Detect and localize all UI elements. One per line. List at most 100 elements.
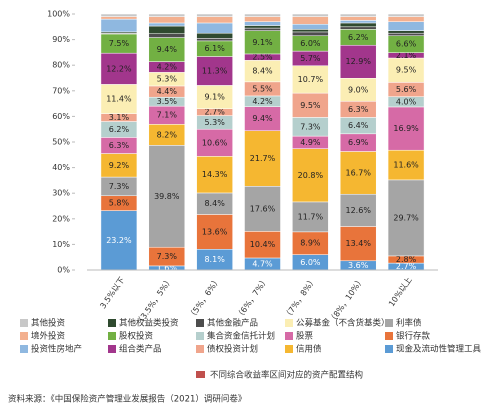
y-tick-label: 100%: [47, 10, 70, 19]
value-label: 11.4%: [106, 94, 132, 103]
legend-label: 组合类产品: [119, 344, 162, 355]
x-tick-label: 3.5%以下: [98, 275, 126, 310]
y-tick-label: 30%: [52, 189, 70, 198]
legend-swatch: [196, 332, 204, 340]
y-tick-label: 90%: [52, 35, 70, 44]
bar-segment: [339, 26, 377, 30]
value-label: 9.1%: [204, 93, 225, 102]
value-label: 8.2%: [157, 130, 178, 139]
bar-segment: [100, 210, 138, 271]
value-label: 3.5%: [157, 97, 178, 106]
bar-segment: [244, 16, 281, 22]
legend-label: 集合资金信托计划: [207, 331, 275, 342]
legend-label: 其他权益类投资: [119, 318, 179, 329]
value-label: 21.7%: [250, 154, 276, 163]
legend-swatch: [385, 332, 393, 340]
bar-segment: [100, 16, 138, 20]
value-label: 13.4%: [346, 239, 372, 248]
value-label: 10.7%: [298, 75, 324, 84]
value-label: 8.4%: [204, 199, 225, 208]
bar-segment: [292, 16, 329, 25]
bar-segment: [148, 33, 186, 38]
bar-segment: [148, 25, 186, 34]
value-label: 12.6%: [346, 206, 372, 215]
value-label: 8.4%: [252, 67, 273, 76]
value-label: 2.8%: [396, 255, 417, 264]
y-tick-label: 40%: [52, 163, 70, 172]
value-label: 20.8%: [298, 171, 324, 180]
bar-segment: [100, 52, 138, 85]
value-label: 6.6%: [396, 40, 417, 49]
legend-label: 利率债: [396, 318, 422, 329]
bar-segment: [244, 27, 281, 31]
value-label: 5.8%: [109, 199, 130, 208]
bar-segment: [387, 106, 425, 151]
bar-segment: [292, 148, 329, 203]
value-label: 2.5%: [252, 53, 273, 62]
value-label: 4.0%: [396, 97, 417, 106]
bar-segment: [339, 20, 377, 24]
legend-label: 现金及流动性管理工具: [396, 344, 482, 355]
legend-label: 银行存款: [396, 331, 431, 342]
x-tick-label: （6%，7%）: [234, 275, 270, 321]
bar-segment: [292, 13, 329, 17]
x-tick-label: （5%，6%）: [187, 275, 223, 321]
value-label: 11.6%: [393, 161, 419, 170]
bar-segment: [148, 13, 186, 17]
bar-segment: [148, 37, 186, 62]
value-label: 39.8%: [154, 192, 180, 201]
value-label: 9.2%: [109, 161, 130, 170]
legend-swatch: [108, 319, 116, 327]
y-tick-label: 70%: [52, 86, 70, 95]
value-label: 4.7%: [252, 259, 273, 268]
value-label: 2.1%: [396, 51, 417, 60]
value-label: 16.7%: [346, 168, 372, 177]
bar-segment: [196, 32, 233, 39]
bar-segment: [196, 56, 233, 86]
legend-label: 股票: [296, 332, 314, 342]
bar-segment: [100, 18, 138, 33]
value-label: 5.7%: [300, 54, 321, 63]
legend-swatch: [196, 319, 204, 327]
legend-label: 信用债: [296, 344, 322, 355]
bar-segment: [196, 38, 233, 42]
bar-segment: [244, 186, 281, 232]
value-label: 6.0%: [300, 258, 321, 267]
value-label: 6.9%: [348, 138, 369, 147]
legend-swatch: [108, 332, 116, 340]
legend-label: 其他投资: [31, 318, 66, 329]
legend-swatch: [196, 345, 204, 353]
bar-segment: [339, 226, 377, 262]
legend-label: 股权投资: [119, 331, 154, 342]
legend-label: 投资性房地产: [31, 344, 82, 355]
value-label: 7.3%: [109, 182, 130, 191]
bar-segment: [292, 201, 329, 233]
bar-segment: [292, 31, 329, 37]
legend-label: 债权投资计划: [207, 344, 258, 355]
value-label: 3.1%: [109, 113, 130, 122]
value-label: 10.6%: [202, 138, 228, 147]
legend-swatch: [108, 345, 116, 353]
legend-swatch: [20, 319, 28, 327]
value-label: 9.1%: [252, 38, 273, 47]
value-label: 6.3%: [109, 141, 130, 150]
value-label: 5.6%: [396, 85, 417, 94]
bar-segment: [148, 22, 186, 27]
caption-marker: [196, 371, 205, 378]
x-tick-label: （7%，8%）: [282, 275, 318, 321]
value-label: 4.4%: [157, 87, 178, 96]
y-tick-label: 50%: [52, 138, 70, 147]
bar-segment: [244, 231, 281, 259]
value-label: 10.4%: [250, 240, 276, 249]
value-label: 4.2%: [157, 62, 178, 71]
value-label: 17.6%: [250, 204, 276, 213]
bar-segment: [148, 16, 186, 24]
value-label: 16.9%: [393, 124, 419, 133]
value-label: 5.3%: [204, 118, 225, 127]
value-label: 5.5%: [252, 84, 273, 93]
bar-segment: [387, 30, 425, 34]
value-label: 11.3%: [202, 66, 228, 75]
value-label: 2.7%: [204, 108, 225, 117]
source: 资料来源：《中国保险资产管理业发展报告（2021）调研问卷》: [8, 394, 246, 405]
